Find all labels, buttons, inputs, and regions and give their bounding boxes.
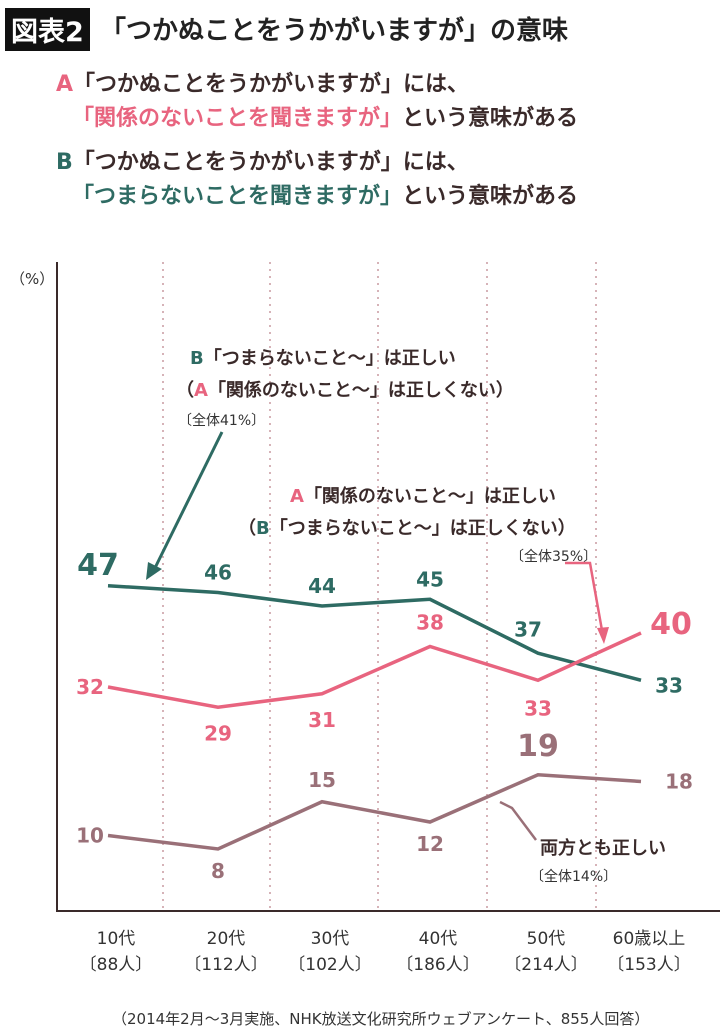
data-label-B: 37 <box>514 617 542 641</box>
respondent-count: 〔186人〕 <box>396 955 480 975</box>
respondent-count: 〔214人〕 <box>504 955 588 975</box>
b-meaning: 「つまらないことを聞きますが」 <box>72 184 403 209</box>
data-label-A: 29 <box>204 721 232 745</box>
data-label-B: 33 <box>655 673 683 697</box>
b-annot-line2: 「関係のないこと〜」は正しくない） <box>207 380 514 401</box>
data-label-A: 40 <box>650 607 692 642</box>
data-label-both: 19 <box>517 729 559 764</box>
data-label-B: 47 <box>77 548 119 583</box>
b-letter: B <box>190 348 204 369</box>
arrow-b-head <box>146 562 162 580</box>
annotation-a: A「関係のないこと〜」は正しい <box>290 482 556 508</box>
data-label-A: 33 <box>524 696 552 720</box>
arrow-a <box>565 561 605 637</box>
series-line-both <box>107 772 642 851</box>
x-tick-label: 50代〔214人〕 <box>496 926 596 978</box>
data-label-B: 46 <box>204 561 232 585</box>
annotation-b: B「つまらないこと〜」は正しい <box>190 344 456 370</box>
y-axis-unit: （%） <box>10 270 55 288</box>
x-tick-label: 30代〔102人〕 <box>280 926 380 978</box>
legend-b-line1: B「つかぬことをうかがいますが」には、 <box>56 144 469 176</box>
age-group: 60歳以上 <box>612 929 686 949</box>
b-letter: B <box>256 518 270 539</box>
annotation-b-2: （A「関係のないこと〜」は正しくない） <box>176 376 514 402</box>
data-label-B: 45 <box>416 567 444 591</box>
arrow-b <box>150 431 224 575</box>
data-label-both: 15 <box>308 768 336 792</box>
a-text: 「つかぬことをうかがいますが」には、 <box>73 72 470 97</box>
respondent-count: 〔102人〕 <box>288 955 372 975</box>
paren: （ <box>176 380 194 401</box>
legend-a-line2: 「関係のないことを聞きますが」という意味がある <box>72 100 578 132</box>
x-tick-label: 20代〔112人〕 <box>176 926 276 978</box>
a-letter: A <box>290 486 304 507</box>
chart-title: 「つかぬことをうかがいますが」の意味 <box>100 16 569 46</box>
annotation-both: 両方とも正しい <box>540 838 666 859</box>
x-tick-label: 60歳以上〔153人〕 <box>599 926 699 978</box>
data-label-both: 8 <box>211 859 225 883</box>
arrow-a-head <box>597 627 609 644</box>
data-label-both: 10 <box>76 824 104 848</box>
a-letter: A <box>56 72 74 97</box>
annotation-b-total: 〔全体41%〕 <box>178 413 266 429</box>
age-group: 10代 <box>96 929 136 949</box>
data-label-B: 44 <box>308 574 336 598</box>
legend-b-line2: 「つまらないことを聞きますが」という意味がある <box>72 178 578 210</box>
footnote: （2014年2月〜3月実施、NHK放送文化研究所ウェブアンケート、855人回答） <box>112 1010 650 1028</box>
age-group: 40代 <box>418 929 458 949</box>
b-text: 「つかぬことをうかがいますが」には、 <box>72 150 469 175</box>
arrow-both <box>499 800 537 841</box>
data-label-both: 12 <box>416 832 444 856</box>
respondent-count: 〔153人〕 <box>607 955 691 975</box>
b-annot-line1: 「つまらないこと〜」は正しい <box>203 348 456 369</box>
axes <box>56 262 720 912</box>
data-label-both: 18 <box>665 770 693 794</box>
series-line-B <box>107 584 642 682</box>
data-label-A: 32 <box>76 675 104 699</box>
x-tick-label: 40代〔186人〕 <box>388 926 488 978</box>
a-letter: A <box>194 380 208 401</box>
x-tick-label: 10代〔88人〕 <box>66 926 166 978</box>
age-group: 30代 <box>310 929 350 949</box>
age-group: 50代 <box>526 929 566 949</box>
b-letter: B <box>56 150 73 175</box>
age-group: 20代 <box>206 929 246 949</box>
a-meaning: 「関係のないことを聞きますが」 <box>72 106 403 131</box>
annotation-a-2: （B「つまらないこと〜」は正しくない） <box>238 514 576 540</box>
data-label-A: 31 <box>308 708 336 732</box>
data-label-A: 38 <box>416 611 444 635</box>
respondent-count: 〔112人〕 <box>184 955 268 975</box>
annotation-a-total: 〔全体35%〕 <box>510 549 598 565</box>
paren: （ <box>238 518 256 539</box>
legend-a-line1: A「つかぬことをうかがいますが」には、 <box>56 66 469 98</box>
a-annot-line2: 「つまらないこと〜」は正しくない） <box>269 518 576 539</box>
b-rest: という意味がある <box>402 184 579 209</box>
figure-label: 図表2 <box>5 8 90 51</box>
a-rest: という意味がある <box>402 106 579 131</box>
annotation-both-total: 〔全体14%〕 <box>530 869 618 885</box>
a-annot-line1: 「関係のないこと〜」は正しい <box>303 486 556 507</box>
series-line-A <box>107 631 642 710</box>
respondent-count: 〔88人〕 <box>79 955 153 975</box>
